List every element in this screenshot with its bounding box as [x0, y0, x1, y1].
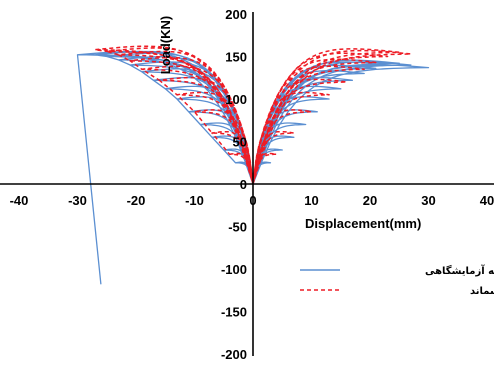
y-tick-label: 200 [225, 7, 247, 22]
x-tick-label: -20 [127, 193, 146, 208]
y-tick-label: 50 [233, 135, 247, 150]
y-tick-labels: 200 150 100 50 -50 -100 -150 -200 0 [221, 7, 247, 362]
y-tick-label: -150 [221, 305, 247, 320]
y-tick-label: -200 [221, 347, 247, 362]
x-tick-label: -40 [10, 193, 29, 208]
x-tick-labels: -40 -30 -20 -10 0 10 20 30 40 [10, 193, 494, 208]
y-axis-title: Load(KN) [158, 16, 173, 75]
x-tick-label: 40 [480, 193, 494, 208]
x-tick-label: 0 [249, 193, 256, 208]
x-tick-label: 20 [363, 193, 377, 208]
y-tick-label: -50 [228, 220, 247, 235]
y-tick-label: 100 [225, 92, 247, 107]
series-experimental-curve [76, 50, 430, 285]
series-fe-model-curve [94, 45, 412, 185]
x-tick-label: -30 [68, 193, 87, 208]
axes-layer [0, 12, 494, 356]
curves-layer [76, 45, 430, 285]
x-tick-label: 10 [304, 193, 318, 208]
x-tick-label: 30 [421, 193, 435, 208]
legend-label-fe-model: نمونه اجزاء محدود با تنش پسماند [470, 286, 494, 297]
y-tick-label: -100 [221, 262, 247, 277]
legend-label-experimental: نمونه آزمایشگاهی [425, 264, 494, 277]
y-tick-label: 150 [225, 50, 247, 65]
x-axis-title: Displacement(mm) [305, 216, 421, 231]
y-tick-label: 0 [240, 177, 247, 192]
legend: نمونه آزمایشگاهی نمونه اجزاء محدود با تن… [300, 264, 494, 297]
x-tick-label: -10 [185, 193, 204, 208]
